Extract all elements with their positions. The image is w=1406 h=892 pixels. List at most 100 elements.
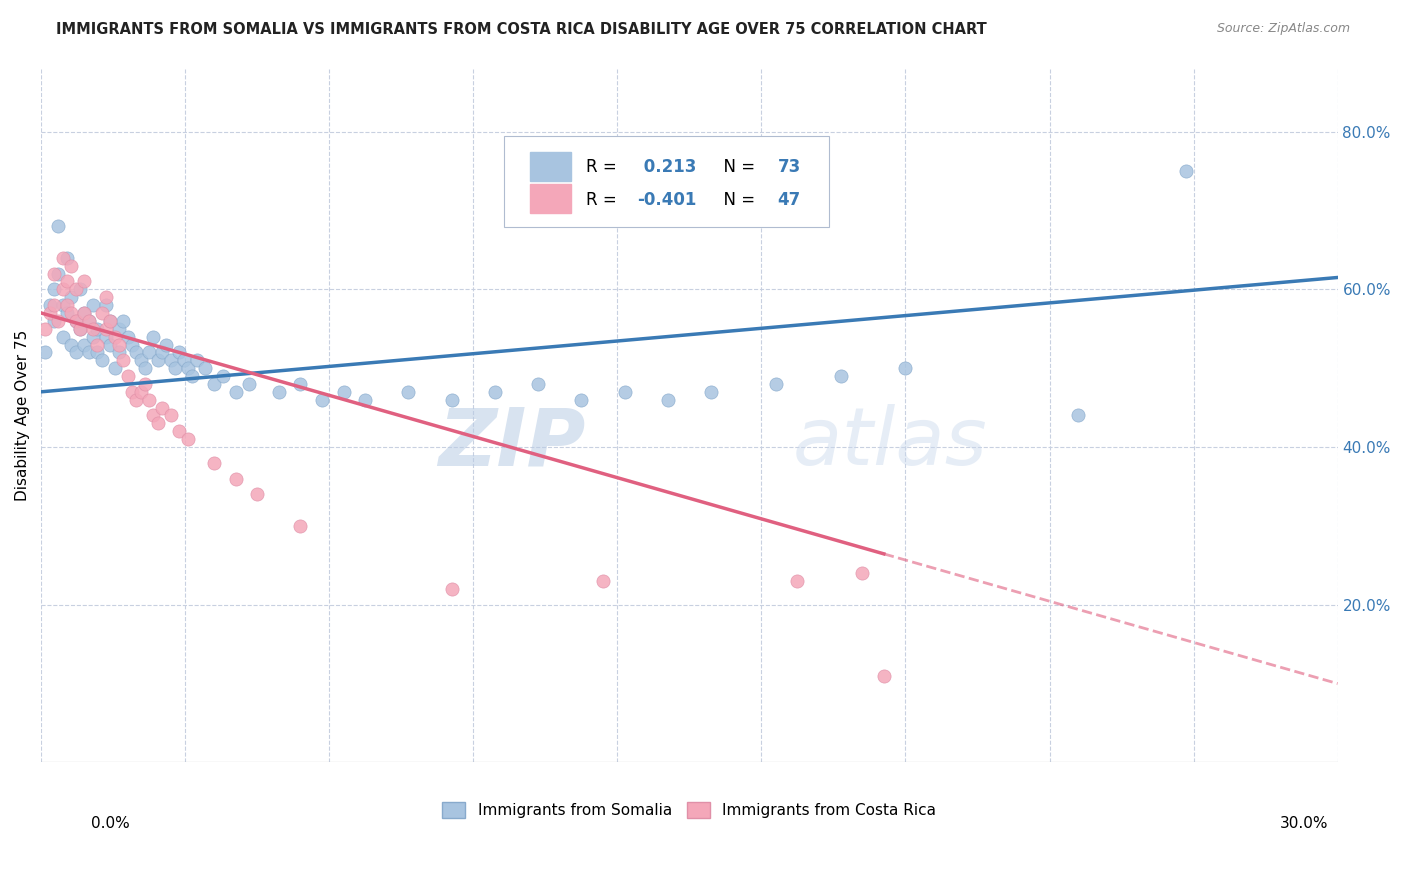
Point — [146, 353, 169, 368]
Point — [1067, 409, 1090, 423]
Point — [82, 298, 104, 312]
Point — [186, 353, 208, 368]
Point — [484, 384, 506, 399]
Point — [65, 282, 87, 296]
Text: atlas: atlas — [793, 404, 988, 483]
Point — [165, 361, 187, 376]
Point — [52, 251, 75, 265]
Point — [52, 298, 75, 312]
Text: IMMIGRANTS FROM SOMALIA VS IMMIGRANTS FROM COSTA RICA DISABILITY AGE OVER 75 COR: IMMIGRANTS FROM SOMALIA VS IMMIGRANTS FR… — [56, 22, 987, 37]
Point — [90, 306, 112, 320]
Point — [60, 290, 83, 304]
Point — [73, 306, 96, 320]
Point — [69, 282, 91, 296]
Point — [86, 337, 108, 351]
Point — [42, 314, 65, 328]
Text: R =: R = — [586, 192, 621, 210]
Point — [73, 274, 96, 288]
Point — [48, 267, 70, 281]
Point — [94, 329, 117, 343]
Point — [121, 384, 143, 399]
Point — [129, 384, 152, 399]
Point — [77, 314, 100, 328]
Point — [42, 298, 65, 312]
Text: 0.0%: 0.0% — [91, 816, 131, 831]
Point — [52, 329, 75, 343]
Point — [150, 401, 173, 415]
Point — [177, 361, 200, 376]
Point — [77, 345, 100, 359]
Point — [134, 376, 156, 391]
Point — [246, 487, 269, 501]
Point — [202, 456, 225, 470]
Point — [142, 409, 165, 423]
Text: -0.401: -0.401 — [637, 192, 697, 210]
Point — [765, 376, 787, 391]
Point — [56, 306, 79, 320]
Point — [332, 384, 354, 399]
Point — [60, 259, 83, 273]
Point — [238, 376, 260, 391]
Point — [108, 322, 131, 336]
Point — [117, 369, 139, 384]
Point — [177, 432, 200, 446]
Point — [94, 298, 117, 312]
Point — [82, 322, 104, 336]
Point — [873, 669, 896, 683]
Bar — [530, 184, 571, 213]
Text: R =: R = — [586, 158, 621, 176]
Legend: Immigrants from Somalia, Immigrants from Costa Rica: Immigrants from Somalia, Immigrants from… — [436, 796, 942, 824]
Point — [290, 376, 312, 391]
Point — [73, 306, 96, 320]
Point — [48, 219, 70, 234]
Point — [129, 353, 152, 368]
Point — [211, 369, 233, 384]
Point — [69, 322, 91, 336]
Point — [65, 345, 87, 359]
Point — [108, 345, 131, 359]
Text: 73: 73 — [778, 158, 801, 176]
Point — [65, 314, 87, 328]
Text: N =: N = — [713, 192, 761, 210]
Text: 30.0%: 30.0% — [1281, 816, 1329, 831]
Point — [103, 361, 125, 376]
Point — [112, 314, 135, 328]
Point — [159, 353, 181, 368]
Point — [125, 392, 148, 407]
Point — [142, 329, 165, 343]
Point — [117, 329, 139, 343]
Point — [267, 384, 290, 399]
Point — [60, 337, 83, 351]
FancyBboxPatch shape — [503, 136, 830, 227]
Point — [56, 274, 79, 288]
Point — [138, 392, 160, 407]
Point — [94, 322, 117, 336]
Point — [169, 345, 191, 359]
Text: ZIP: ZIP — [439, 404, 586, 483]
Point — [155, 337, 177, 351]
Point — [202, 376, 225, 391]
Y-axis label: Disability Age Over 75: Disability Age Over 75 — [15, 330, 30, 501]
Point — [181, 369, 204, 384]
Point — [42, 282, 65, 296]
Text: N =: N = — [713, 158, 761, 176]
Point — [657, 392, 679, 407]
Point — [60, 306, 83, 320]
Point — [56, 251, 79, 265]
Point — [56, 298, 79, 312]
Point — [90, 353, 112, 368]
Point — [225, 384, 247, 399]
Point — [48, 314, 70, 328]
Point — [38, 306, 60, 320]
Point — [125, 345, 148, 359]
Point — [786, 574, 808, 588]
Point — [592, 574, 614, 588]
Point — [42, 267, 65, 281]
Point — [86, 322, 108, 336]
Point — [121, 337, 143, 351]
Point — [613, 384, 636, 399]
Text: Source: ZipAtlas.com: Source: ZipAtlas.com — [1216, 22, 1350, 36]
Point — [146, 417, 169, 431]
Point — [138, 345, 160, 359]
Point — [69, 322, 91, 336]
